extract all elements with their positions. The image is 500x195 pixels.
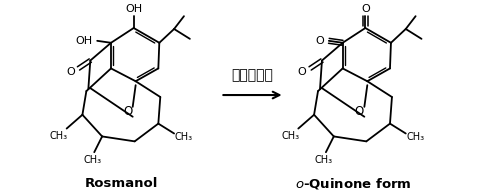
Text: CH₃: CH₃ — [50, 131, 68, 141]
Text: O: O — [316, 36, 324, 46]
Text: O: O — [355, 105, 364, 118]
Text: Rosmanol: Rosmanol — [85, 177, 158, 190]
Text: CH₃: CH₃ — [83, 155, 102, 165]
Text: OH: OH — [125, 4, 142, 14]
Text: CH₃: CH₃ — [282, 131, 300, 141]
Text: OH: OH — [76, 36, 93, 46]
Text: $\mathit{o}$-Quinone form: $\mathit{o}$-Quinone form — [295, 176, 412, 191]
Text: CH₃: CH₃ — [315, 155, 333, 165]
Text: O: O — [66, 67, 75, 77]
Text: CH₃: CH₃ — [175, 132, 193, 142]
Text: O: O — [123, 105, 132, 118]
Text: O: O — [361, 4, 370, 14]
Text: CH₃: CH₃ — [406, 132, 424, 142]
Text: O: O — [298, 67, 306, 77]
Text: ラッカーゼ: ラッカーゼ — [231, 68, 273, 82]
